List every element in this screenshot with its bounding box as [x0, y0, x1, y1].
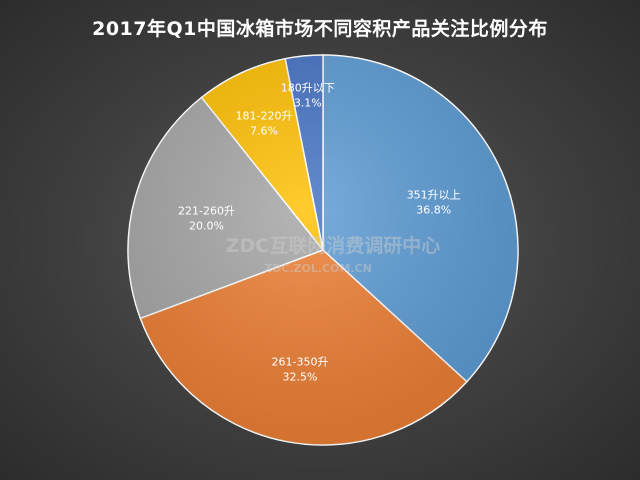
slice-category-label: 351升以上 [407, 188, 461, 201]
slice-category-label: 180升以下 [281, 82, 335, 95]
slice-value-label: 20.0% [189, 220, 224, 233]
pie-labels: 351升以上 36.8% 261-350升 32.5% 221-260升 20.0% 181… [178, 82, 461, 384]
slice-value-label: 3.1% [294, 97, 322, 110]
slice-value-label: 36.8% [416, 203, 451, 216]
watermark-main: ZDC互联网消费调研中心 [226, 234, 441, 257]
slice-category-label: 181-220升 [236, 110, 293, 123]
chart-title: 2017年Q1中国冰箱市场不同容积产品关注比例分布 [92, 18, 548, 40]
slice-value-label: 32.5% [283, 371, 318, 384]
slice-value-label: 7.6% [250, 125, 278, 138]
slice-category-label: 221-260升 [178, 205, 235, 218]
slice-category-label: 261-350升 [272, 356, 329, 369]
watermark: ZDC互联网消费调研中心 ZDC.ZOL.COM.CN [226, 234, 441, 275]
watermark-sub: ZDC.ZOL.COM.CN [264, 262, 372, 275]
